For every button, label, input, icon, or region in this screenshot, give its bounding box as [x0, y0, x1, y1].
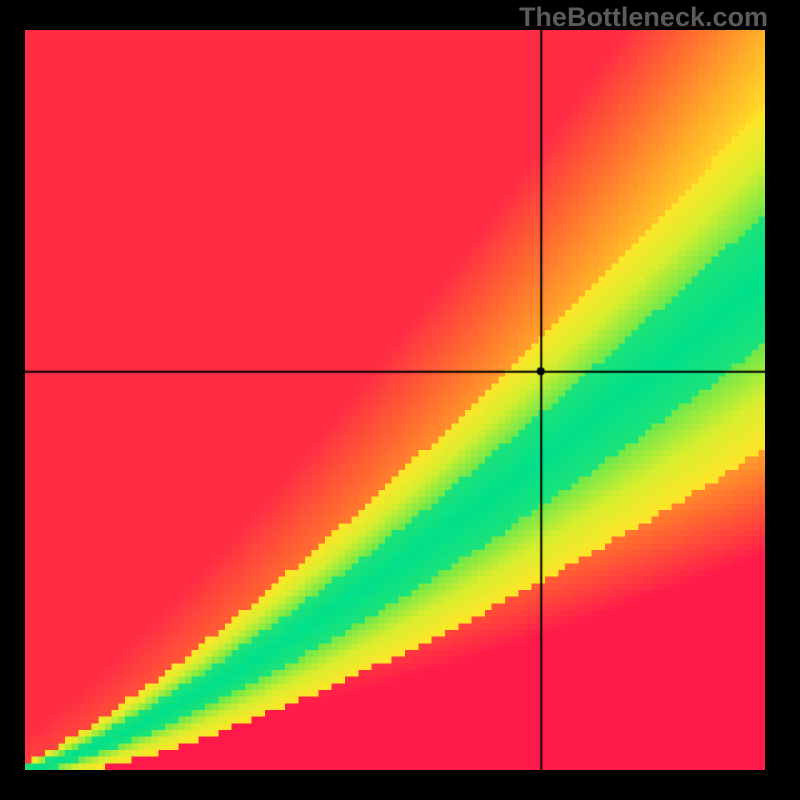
watermark-text: TheBottleneck.com: [519, 2, 768, 33]
chart-container: TheBottleneck.com: [0, 0, 800, 800]
bottleneck-heatmap: [25, 30, 765, 770]
